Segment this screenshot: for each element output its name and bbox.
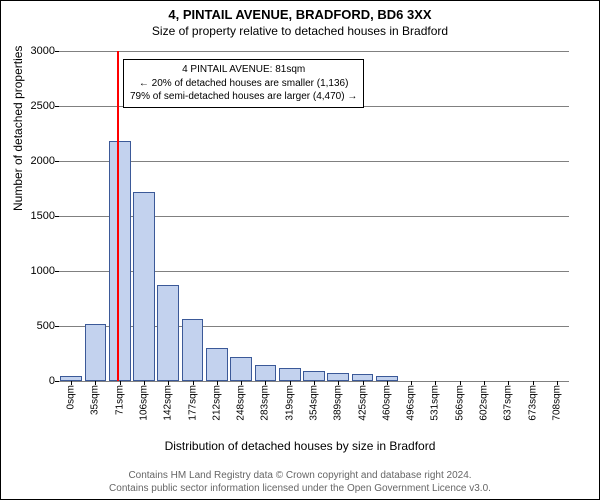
ytick-label: 1500 bbox=[0, 210, 55, 222]
ytick-label: 2500 bbox=[0, 100, 55, 112]
xtick-label: 142sqm bbox=[163, 385, 174, 421]
xtick-label: 531sqm bbox=[430, 385, 441, 421]
main-title: 4, PINTAIL AVENUE, BRADFORD, BD6 3XX bbox=[1, 1, 599, 22]
xtick-label: 35sqm bbox=[90, 385, 101, 415]
xtick-label: 248sqm bbox=[236, 385, 247, 421]
gridline bbox=[59, 161, 569, 162]
gridline bbox=[59, 51, 569, 52]
xtick-label: 673sqm bbox=[527, 385, 538, 421]
histogram-bar bbox=[109, 141, 131, 381]
footer-line-2: Contains public sector information licen… bbox=[1, 482, 599, 495]
xtick-label: 283sqm bbox=[260, 385, 271, 421]
histogram-bar bbox=[133, 192, 155, 381]
ytick-mark bbox=[55, 271, 59, 272]
info-box-line: 4 PINTAIL AVENUE: 81sqm bbox=[130, 63, 357, 77]
plot-area: 0500100015002000250030000sqm35sqm71sqm10… bbox=[59, 51, 569, 381]
subtitle: Size of property relative to detached ho… bbox=[1, 22, 599, 38]
ytick-mark bbox=[55, 381, 59, 382]
info-box: 4 PINTAIL AVENUE: 81sqm← 20% of detached… bbox=[123, 59, 364, 108]
footer: Contains HM Land Registry data © Crown c… bbox=[1, 469, 599, 495]
ytick-label: 3000 bbox=[0, 45, 55, 57]
ytick-mark bbox=[55, 161, 59, 162]
plot-canvas: 0500100015002000250030000sqm35sqm71sqm10… bbox=[59, 51, 569, 381]
xtick-label: 708sqm bbox=[551, 385, 562, 421]
chart-container: 4, PINTAIL AVENUE, BRADFORD, BD6 3XX Siz… bbox=[0, 0, 600, 500]
xtick-label: 0sqm bbox=[66, 385, 77, 409]
ytick-mark bbox=[55, 51, 59, 52]
xtick-label: 566sqm bbox=[454, 385, 465, 421]
footer-line-1: Contains HM Land Registry data © Crown c… bbox=[1, 469, 599, 482]
y-axis-label: Number of detached properties bbox=[11, 46, 25, 211]
histogram-bar bbox=[182, 319, 204, 381]
histogram-bar bbox=[279, 368, 301, 381]
xtick-label: 319sqm bbox=[284, 385, 295, 421]
ytick-mark bbox=[55, 106, 59, 107]
histogram-bar bbox=[206, 348, 228, 381]
xtick-label: 460sqm bbox=[381, 385, 392, 421]
histogram-bar bbox=[327, 373, 349, 381]
ytick-mark bbox=[55, 216, 59, 217]
xtick-label: 496sqm bbox=[406, 385, 417, 421]
histogram-bar bbox=[303, 371, 325, 381]
histogram-bar bbox=[255, 365, 277, 382]
xtick-label: 106sqm bbox=[139, 385, 150, 421]
info-box-line: 79% of semi-detached houses are larger (… bbox=[130, 90, 357, 104]
ytick-label: 0 bbox=[0, 375, 55, 387]
histogram-bar bbox=[230, 357, 252, 381]
histogram-bar bbox=[85, 324, 107, 381]
ytick-label: 2000 bbox=[0, 155, 55, 167]
histogram-bar bbox=[157, 285, 179, 381]
xtick-label: 602sqm bbox=[479, 385, 490, 421]
ytick-label: 500 bbox=[0, 320, 55, 332]
property-marker-line bbox=[117, 51, 119, 381]
x-axis-label: Distribution of detached houses by size … bbox=[1, 439, 599, 453]
xtick-label: 177sqm bbox=[187, 385, 198, 421]
xtick-label: 71sqm bbox=[114, 385, 125, 415]
ytick-label: 1000 bbox=[0, 265, 55, 277]
info-box-line: ← 20% of detached houses are smaller (1,… bbox=[130, 77, 357, 91]
xtick-label: 425sqm bbox=[357, 385, 368, 421]
xtick-label: 354sqm bbox=[309, 385, 320, 421]
histogram-bar bbox=[352, 374, 374, 381]
xtick-label: 212sqm bbox=[211, 385, 222, 421]
xtick-label: 637sqm bbox=[503, 385, 514, 421]
xtick-label: 389sqm bbox=[333, 385, 344, 421]
ytick-mark bbox=[55, 326, 59, 327]
